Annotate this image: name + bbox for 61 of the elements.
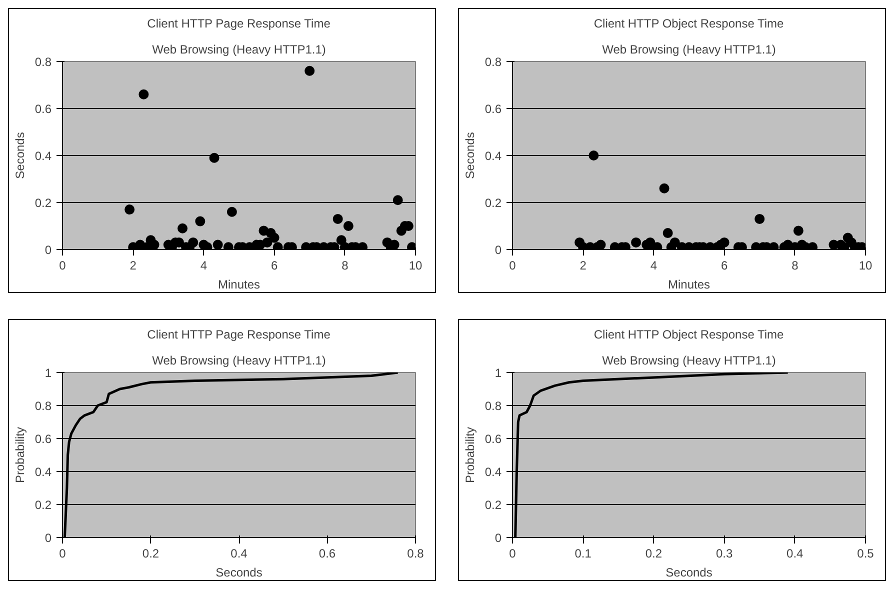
x-tick-label: 8 bbox=[792, 258, 799, 272]
y-tick-label: 0.2 bbox=[484, 498, 502, 512]
y-axis-title: Seconds bbox=[12, 132, 27, 179]
x-tick-label: 0.4 bbox=[230, 546, 248, 560]
y-tick-label: 0 bbox=[44, 531, 52, 545]
chart-title: Client HTTP Page Response Time bbox=[147, 16, 331, 30]
x-tick-label: 10 bbox=[408, 258, 422, 272]
x-axis-title: Seconds bbox=[666, 566, 712, 580]
x-axis-title: Minutes bbox=[218, 278, 260, 292]
y-tick-label: 0 bbox=[494, 531, 502, 545]
y-tick-label: 0.2 bbox=[484, 196, 502, 210]
x-tick-label: 6 bbox=[720, 258, 728, 272]
x-tick-label: 0 bbox=[59, 546, 66, 560]
x-tick-label: 2 bbox=[580, 258, 587, 272]
x-tick-label: 4 bbox=[650, 258, 658, 272]
x-tick-label: 2 bbox=[130, 258, 137, 272]
x-axis-title: Seconds bbox=[216, 566, 262, 580]
x-tick-label: 0.8 bbox=[407, 546, 424, 560]
y-axis-title: Probability bbox=[12, 426, 27, 484]
y-tick-label: 0 bbox=[44, 243, 52, 257]
chart-subtitle: Web Browsing (Heavy HTTP1.1) bbox=[602, 42, 776, 56]
y-tick-label: 0.6 bbox=[34, 102, 52, 116]
y-tick-label: 0.6 bbox=[484, 102, 502, 116]
x-tick-label: 0 bbox=[509, 546, 516, 560]
y-axis-title: Probability bbox=[462, 426, 477, 484]
y-tick-label: 0.8 bbox=[484, 399, 502, 413]
chart-subtitle: Web Browsing (Heavy HTTP1.1) bbox=[152, 42, 326, 56]
x-tick-label: 6 bbox=[270, 258, 278, 272]
x-tick-label: 0 bbox=[59, 258, 66, 272]
x-tick-label: 4 bbox=[200, 258, 208, 272]
x-tick-label: 0.1 bbox=[574, 546, 592, 560]
x-axis-title: Minutes bbox=[668, 278, 710, 292]
x-tick-label: 8 bbox=[342, 258, 349, 272]
y-tick-label: 0.8 bbox=[484, 55, 502, 69]
x-tick-label: 0.2 bbox=[645, 546, 662, 560]
y-tick-label: 0.2 bbox=[34, 498, 52, 512]
y-tick-label: 0.6 bbox=[34, 432, 52, 446]
y-tick-label: 0.6 bbox=[484, 432, 502, 446]
y-tick-label: 0.8 bbox=[34, 399, 52, 413]
x-tick-label: 0 bbox=[509, 258, 516, 272]
chart-subtitle: Web Browsing (Heavy HTTP1.1) bbox=[152, 354, 326, 368]
y-tick-label: 0.4 bbox=[34, 465, 52, 479]
x-tick-label: 0.4 bbox=[786, 546, 804, 560]
y-tick-label: 0 bbox=[494, 243, 502, 257]
y-tick-label: 1 bbox=[494, 366, 502, 380]
x-tick-label: 0.6 bbox=[318, 546, 336, 560]
x-tick-label: 0.2 bbox=[142, 546, 160, 560]
y-tick-label: 0.8 bbox=[34, 55, 52, 69]
x-tick-label: 0.5 bbox=[857, 546, 874, 560]
x-tick-label: 0.3 bbox=[716, 546, 733, 560]
y-tick-label: 0.4 bbox=[34, 149, 52, 163]
y-tick-label: 0.4 bbox=[484, 149, 502, 163]
chart-subtitle: Web Browsing (Heavy HTTP1.1) bbox=[602, 354, 776, 368]
y-tick-label: 0.4 bbox=[484, 465, 502, 479]
y-tick-label: 0.2 bbox=[34, 196, 52, 210]
y-tick-label: 1 bbox=[44, 366, 52, 380]
y-axis-title: Seconds bbox=[462, 132, 477, 179]
chart-title: Client HTTP Object Response Time bbox=[594, 16, 784, 30]
x-tick-label: 10 bbox=[858, 258, 872, 272]
chart-title: Client HTTP Object Response Time bbox=[594, 328, 784, 342]
chart-title: Client HTTP Page Response Time bbox=[147, 328, 331, 342]
